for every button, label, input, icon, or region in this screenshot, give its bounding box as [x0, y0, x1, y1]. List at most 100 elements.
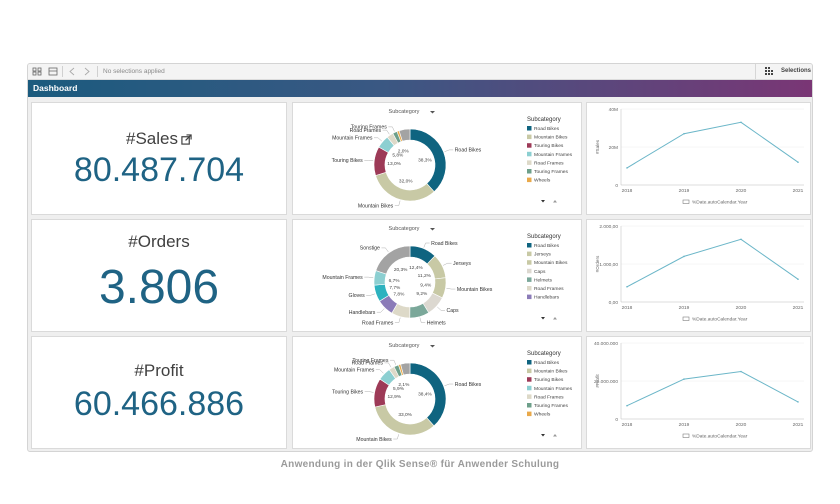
slice-leader-line: [364, 391, 374, 393]
slice-leader-line: [437, 306, 445, 311]
slice-name-label: Mountain Frames: [332, 136, 373, 142]
legend-swatch-mountain-bikes: [527, 260, 532, 265]
legend-swatch-touring-frames: [527, 169, 532, 174]
legend-item-road-bikes: Road Bikes: [534, 360, 560, 366]
kpi-sales-value: 80.487.704: [73, 151, 245, 189]
legend-scroll-up-icon: [553, 200, 557, 203]
step-back-icon[interactable]: [66, 66, 78, 77]
legend-item-touring-bikes: Touring Bikes: [534, 377, 564, 383]
kpi-sales-card[interactable]: #Sales 80.487.704: [31, 102, 287, 215]
kpi-orders-card[interactable]: #Orders 3.806: [31, 219, 287, 332]
x-tick-label: 2018: [622, 305, 633, 311]
legend-scroll-down-icon: [541, 200, 545, 203]
slice-leader-line: [394, 317, 401, 323]
line-chart-profit[interactable]: 40.000.000 20.000.000 0 2018 2019 2020 2021 #Pr…: [586, 336, 811, 449]
x-axis-title-group: %Date.autoCalendar.Year: [682, 317, 748, 323]
slice-leader-line: [376, 308, 385, 313]
selection-toolbar: No selections applied Selections: [28, 64, 812, 80]
y-tick-label: 40M: [609, 107, 618, 113]
slice-leader-line: [384, 362, 392, 368]
pie-chart-sales[interactable]: Subcategory 38,3% Road Bikes 32,0% Mountain …: [292, 102, 582, 215]
footer-caption: Anwendung in der Qlik Sense® für Anwende…: [280, 459, 560, 470]
slice-percent-label: 11,2%: [418, 273, 432, 279]
slice-leader-line: [442, 262, 452, 266]
kpi-profit-label: #Profit: [134, 361, 184, 380]
legend-item-touring-frames: Touring Frames: [534, 169, 569, 175]
x-tick-label: 2021: [793, 188, 804, 194]
slice-leader-line: [375, 369, 384, 374]
slice-name-label: Mountain Bikes: [358, 203, 394, 209]
selections-button[interactable]: Selections: [755, 64, 812, 79]
data-point: [683, 378, 685, 380]
slice-leader-line: [446, 288, 456, 290]
kpi-orders-value: 3.806: [98, 261, 220, 314]
data-point: [626, 404, 628, 407]
legend-item-mountain-bikes: Mountain Bikes: [534, 260, 568, 266]
legend-swatch-touring-frames: [527, 403, 532, 408]
legend-item-road-frames: Road Frames: [534, 160, 564, 166]
donut-slice-mountain-bikes: [374, 404, 435, 436]
y-tick-label: 0,00: [609, 300, 619, 306]
y-tick-label: 0: [615, 417, 618, 423]
legend-item-jerseys: Jerseys: [534, 252, 551, 258]
slice-percent-label: 6,7%: [389, 278, 401, 284]
series-line: [626, 121, 799, 169]
y-tick-label: 0: [615, 183, 618, 189]
slice-percent-label: 20,3%: [394, 267, 408, 273]
legend-swatch-handlebars: [527, 294, 532, 300]
sheet-title-bar: Dashboard: [28, 80, 812, 97]
slice-percent-label: 5,9%: [393, 386, 405, 392]
legend-item-mountain-bikes: Mountain Bikes: [534, 135, 568, 141]
axis-dimension-icon: [682, 199, 690, 204]
slice-percent-label: 7,7%: [389, 285, 401, 291]
data-point: [683, 132, 685, 135]
step-forward-icon[interactable]: [81, 66, 93, 77]
legend-swatch-road-bikes: [527, 243, 532, 248]
slice-leader-line: [419, 317, 426, 323]
legend-title: Subcategory: [527, 234, 561, 240]
dimension-label: Subcategory: [389, 343, 420, 349]
donut-slice-sonstige: [398, 128, 411, 142]
line-chart-orders[interactable]: 2.000,00 1.000,00 0,00 2018 2019 2020 2021 #Ord…: [586, 219, 811, 332]
slice-leader-line: [423, 242, 430, 248]
slice-name-label: Sonstige: [360, 246, 380, 252]
y-tick-label: 20.000.000: [594, 379, 618, 385]
legend-swatch-helmets: [527, 277, 532, 282]
slice-percent-label: 38,3%: [418, 157, 432, 163]
pie-chart-orders[interactable]: Subcategory 12,4% Road Bikes 11,2% Jerseys 9,…: [292, 219, 582, 332]
pie-svg-orders: Subcategory 12,4% Road Bikes 11,2% Jerseys 9,…: [322, 226, 568, 326]
y-axis-title: #Sales: [595, 139, 600, 154]
legend-swatch-touring-bikes: [527, 143, 532, 148]
donut-slice-mountain-bikes: [375, 171, 435, 202]
legend-item-mountain-bikes: Mountain Bikes: [534, 369, 568, 375]
legend-title: Subcategory: [527, 351, 561, 357]
slice-name-label: Helmets: [427, 320, 446, 326]
series-line: [626, 238, 799, 288]
y-tick-label: 1.000,00: [599, 262, 618, 268]
slice-leader-line: [444, 383, 454, 386]
slice-percent-label: 12,4%: [409, 265, 423, 271]
slice-leader-line: [381, 247, 389, 253]
external-link-icon[interactable]: [181, 134, 192, 145]
x-tick-label: 2018: [622, 422, 633, 428]
x-axis-title: %Date.autoCalendar.Year: [692, 317, 748, 323]
x-tick-label: 2020: [736, 188, 747, 194]
selections-tool-icon[interactable]: [47, 66, 59, 77]
legend-item-mountain-frames: Mountain Frames: [534, 386, 573, 392]
kpi-profit-card[interactable]: #Profit 60.466.886: [31, 336, 287, 449]
slice-name-label: Road Bikes: [455, 148, 482, 154]
slice-name-label: Road Bikes: [431, 241, 458, 247]
slice-percent-label: 32,0%: [399, 178, 413, 184]
line-chart-sales[interactable]: 40M 20M 0 2018 2019 2020 2021 #Sales %Date.autoC…: [586, 102, 811, 215]
legend-scroll-down-icon: [541, 434, 545, 437]
x-tick-label: 2018: [622, 188, 633, 194]
slice-leader-line: [364, 160, 374, 162]
legend-scroll-down-icon: [541, 317, 545, 320]
dropdown-caret-icon: [430, 345, 435, 348]
x-axis-title-group: %Date.autoCalendar.Year: [682, 199, 748, 206]
pie-chart-profit[interactable]: Subcategory 38,4% Road Bikes 33,0% Mountain …: [292, 336, 582, 449]
smart-search-icon[interactable]: [31, 66, 43, 77]
y-tick-label: 20M: [609, 145, 618, 151]
legend-swatch-road-frames: [527, 160, 532, 165]
line-svg-profit: 40.000.000 20.000.000 0 2018 2019 2020 2021 #Pr…: [594, 341, 804, 440]
